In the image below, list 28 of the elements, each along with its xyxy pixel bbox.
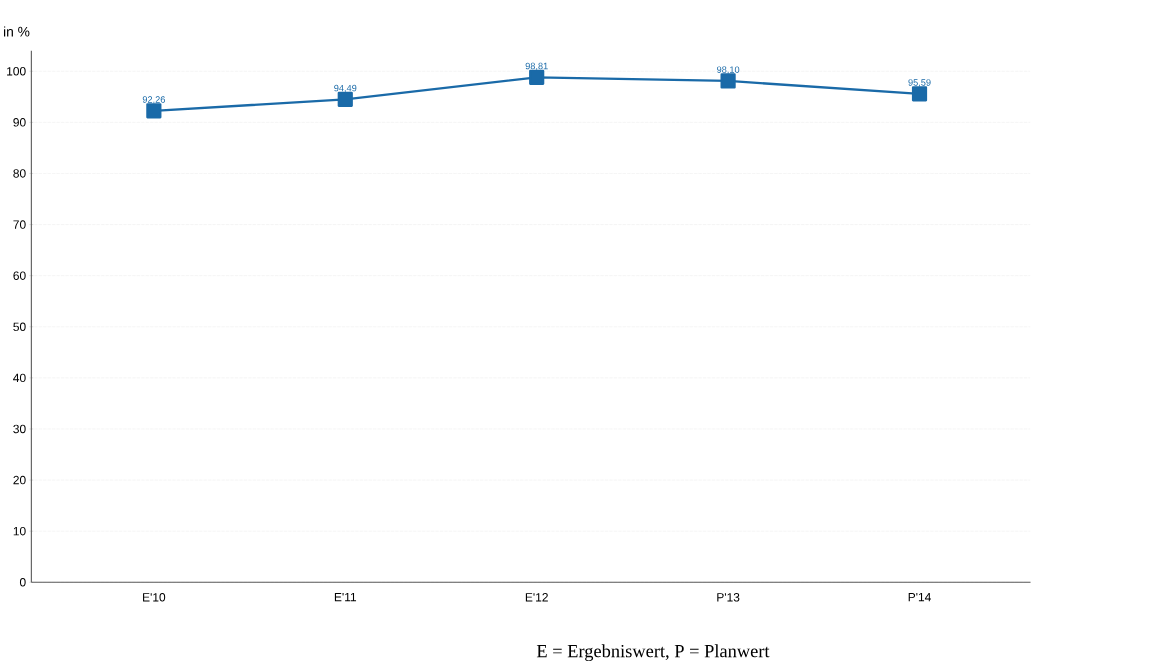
point bbox=[720, 73, 736, 89]
point bbox=[529, 69, 545, 86]
x-tick-label: E'12 bbox=[525, 593, 548, 602]
point bbox=[911, 86, 928, 102]
y-axis-title: in % bbox=[4, 26, 30, 37]
y-tick-label: 80 bbox=[13, 169, 26, 178]
y-tick-label: 0 bbox=[19, 578, 26, 587]
data-label: 98,81 bbox=[525, 62, 548, 71]
y-tick-label: 100 bbox=[7, 67, 26, 76]
y-tick-label: 40 bbox=[13, 373, 26, 383]
text: E = Ergebniswert, P = Planwert bbox=[536, 644, 770, 662]
data-label: 98,10 bbox=[717, 66, 740, 75]
y-tick-label: 60 bbox=[13, 271, 26, 281]
y-tick-label: 30 bbox=[13, 424, 26, 434]
data-label: 92,26 bbox=[142, 96, 165, 105]
y-tick-label: 70 bbox=[13, 220, 26, 230]
data-label: 95,59 bbox=[908, 79, 931, 88]
y-tick-label: 90 bbox=[13, 118, 26, 127]
x-tick-label: P'14 bbox=[908, 593, 931, 602]
y-tick-label: 20 bbox=[13, 476, 26, 485]
x-tick-label: P'13 bbox=[717, 593, 740, 602]
x-tick-label: E'10 bbox=[143, 593, 166, 602]
data-label: 94,49 bbox=[334, 85, 357, 93]
x-tick-label: E'11 bbox=[334, 593, 357, 602]
point bbox=[146, 103, 162, 119]
y-tick-label: 10 bbox=[13, 527, 26, 536]
y-tick-label: 50 bbox=[13, 322, 26, 332]
point bbox=[337, 92, 353, 108]
